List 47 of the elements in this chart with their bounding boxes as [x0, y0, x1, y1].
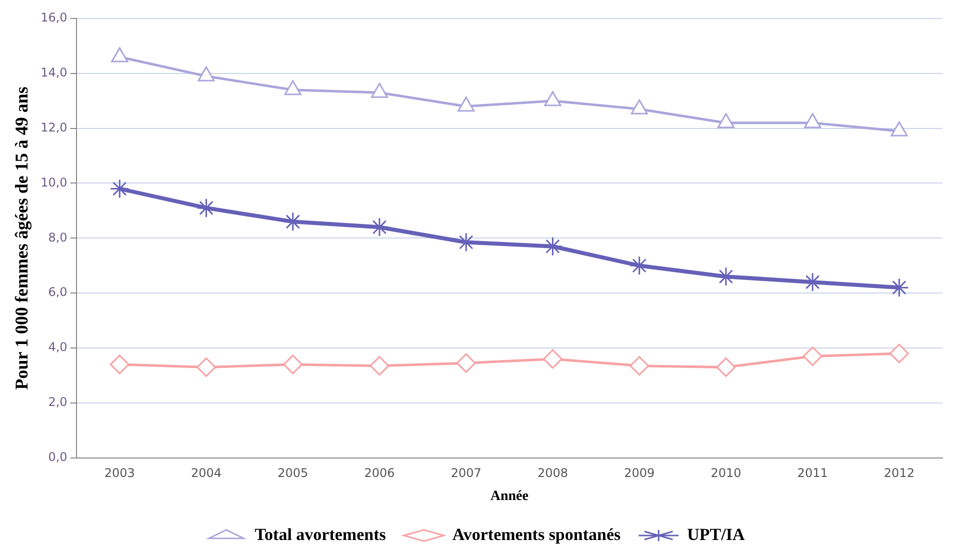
point — [283, 354, 303, 374]
x-tick-label: 2005 — [278, 466, 308, 480]
legend-label: UPT/IA — [687, 524, 746, 544]
x-tick-label: 2012 — [884, 466, 914, 480]
y-tick-label: 8,0 — [48, 230, 68, 244]
point — [630, 99, 648, 114]
point — [196, 198, 216, 218]
point — [802, 346, 822, 366]
point — [890, 121, 908, 136]
y-tick-label: 0,0 — [48, 450, 68, 464]
x-tick-label: 2006 — [364, 466, 395, 480]
point — [110, 354, 130, 374]
y-tick-label: 12,0 — [40, 120, 68, 134]
x-tick-label: 2008 — [537, 466, 568, 480]
point — [458, 96, 475, 112]
y-tick-label: 4,0 — [48, 340, 68, 354]
y-tick-label: 14,0 — [40, 66, 68, 80]
y-tick-label: 6,0 — [48, 285, 68, 300]
point — [111, 47, 128, 62]
x-tick-label: 2010 — [710, 466, 742, 480]
legend-label: Total avortements — [254, 524, 386, 544]
point — [196, 357, 216, 377]
point — [716, 357, 736, 377]
x-tick-label: 2007 — [450, 466, 482, 480]
point — [542, 349, 562, 369]
x-tick-label: 2004 — [190, 466, 222, 480]
y-tick-label: 16,0 — [40, 10, 68, 25]
y-tick-label: 10,0 — [40, 175, 68, 190]
x-axis-title: Année — [490, 489, 528, 504]
point — [630, 356, 650, 376]
x-tick-label: 2009 — [624, 466, 655, 480]
point — [456, 353, 476, 373]
point — [804, 113, 822, 128]
x-tick-label: 2011 — [797, 466, 828, 480]
point — [889, 344, 909, 364]
point — [198, 66, 215, 82]
point — [284, 80, 302, 96]
point — [110, 178, 130, 198]
point — [630, 256, 650, 276]
point — [544, 91, 562, 106]
point — [717, 113, 734, 128]
x-tick-label: 2003 — [104, 466, 135, 480]
y-axis-title: Pour 1 000 femmes âgées de 15 à 49 ans — [11, 86, 32, 390]
y-tick-label: 2,0 — [48, 395, 68, 410]
legend-label: Avortements spontanés — [452, 524, 622, 544]
point — [370, 82, 388, 98]
point — [370, 356, 390, 376]
